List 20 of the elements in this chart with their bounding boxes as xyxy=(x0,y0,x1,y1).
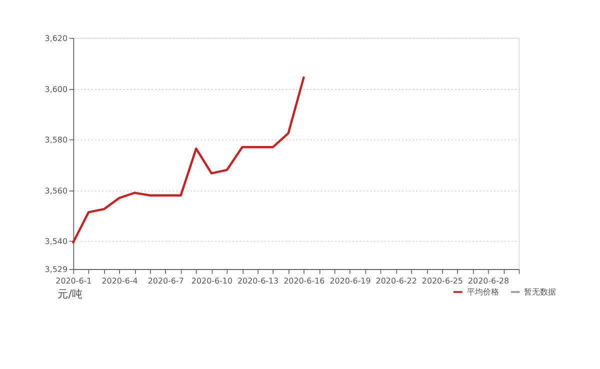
x-tick-label: 2020-6-25 xyxy=(422,276,463,286)
line-series xyxy=(72,76,305,244)
x-tick-label: 2020-6-4 xyxy=(102,276,138,286)
x-tick-label: 2020-6-22 xyxy=(376,276,417,286)
x-tick-label: 2020-6-19 xyxy=(330,276,371,286)
y-tick-label: 3,529 xyxy=(44,265,68,274)
y-tick-label: 3,540 xyxy=(44,237,68,246)
x-tick-label: 2020-6-28 xyxy=(468,276,510,286)
y-tick-label: 3,560 xyxy=(44,186,68,196)
x-tick-label: 2020-6-1 xyxy=(56,276,92,286)
legend-label: 暂无数据 xyxy=(524,288,556,297)
x-tick-label: 2020-6-13 xyxy=(238,276,279,286)
y-tick-label: 3,620 xyxy=(44,34,68,43)
x-tick-label: 2020-6-10 xyxy=(191,276,233,286)
y-axis-title: 元/吨 xyxy=(57,287,83,300)
y-tick-label: 3,600 xyxy=(44,84,68,94)
x-tick-label: 2020-6-7 xyxy=(148,276,184,286)
y-tick-label: 3,580 xyxy=(44,136,68,145)
x-tick-label: 2020-6-16 xyxy=(284,276,325,286)
legend-label: 平均价格 xyxy=(466,288,499,297)
